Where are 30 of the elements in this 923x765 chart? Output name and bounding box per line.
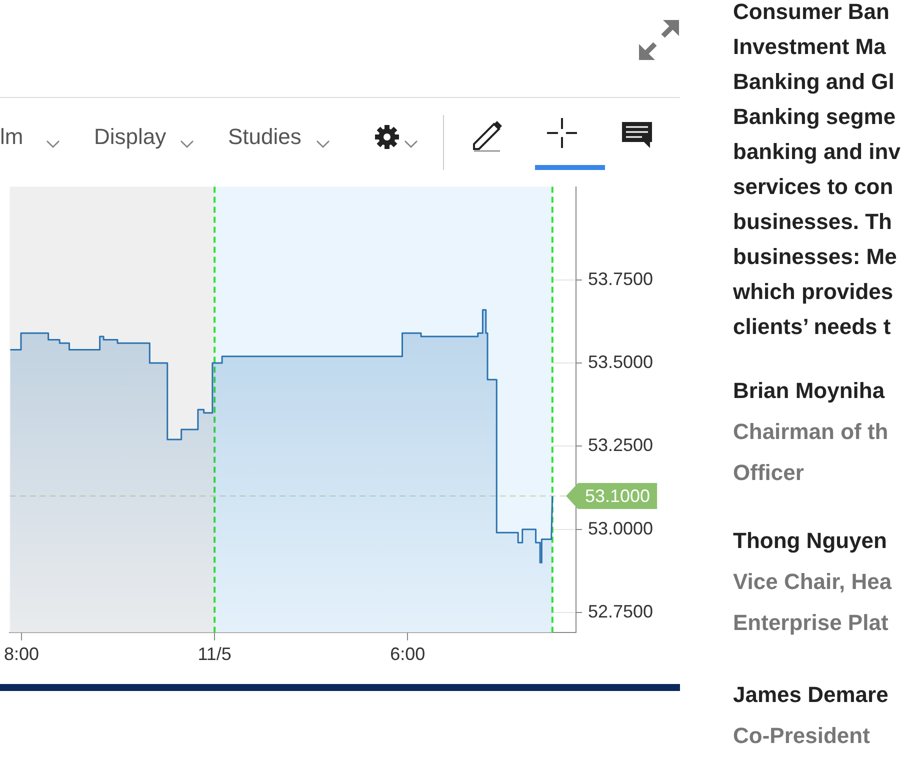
- text: clients’ needs t: [733, 313, 892, 341]
- text: Studies: [228, 124, 302, 150]
- text: Display: [94, 124, 166, 150]
- text: Consumer Ban: [733, 0, 890, 26]
- text: businesses. Th: [733, 208, 893, 236]
- y-tick-label: 53.2500: [588, 435, 654, 456]
- text: Thong Nguyen: [733, 527, 888, 555]
- y-tick-label: 52.7500: [588, 601, 654, 622]
- y-tick-label: 53.5000: [588, 352, 654, 372]
- ref-line-label: 53.1000: [585, 486, 650, 506]
- x-tick-label: 8:00: [4, 644, 40, 664]
- text: lm: [0, 124, 24, 150]
- text: James Demare: [733, 681, 890, 709]
- y-tick-label: 53.0000: [588, 518, 654, 538]
- text: businesses: Me: [733, 243, 898, 271]
- y-tick-label: 53.7500: [588, 268, 654, 289]
- text: Banking and Gl: [733, 68, 896, 96]
- text: Co-President: [733, 722, 871, 750]
- text: Banking segme: [733, 103, 897, 131]
- text: Enterprise Plat: [733, 609, 890, 637]
- text: Chairman of th: [733, 418, 890, 446]
- x-tick-label: 11/5: [198, 644, 232, 664]
- text: Brian Moyniha: [733, 377, 886, 405]
- text: Investment Ma: [733, 33, 887, 61]
- text: Officer: [733, 459, 805, 487]
- x-tick-label: 6:00: [390, 644, 426, 664]
- text: banking and inv: [733, 138, 902, 166]
- text: services to con: [733, 173, 894, 201]
- text: Vice Chair, Hea: [733, 568, 893, 596]
- text: which provides: [733, 278, 894, 306]
